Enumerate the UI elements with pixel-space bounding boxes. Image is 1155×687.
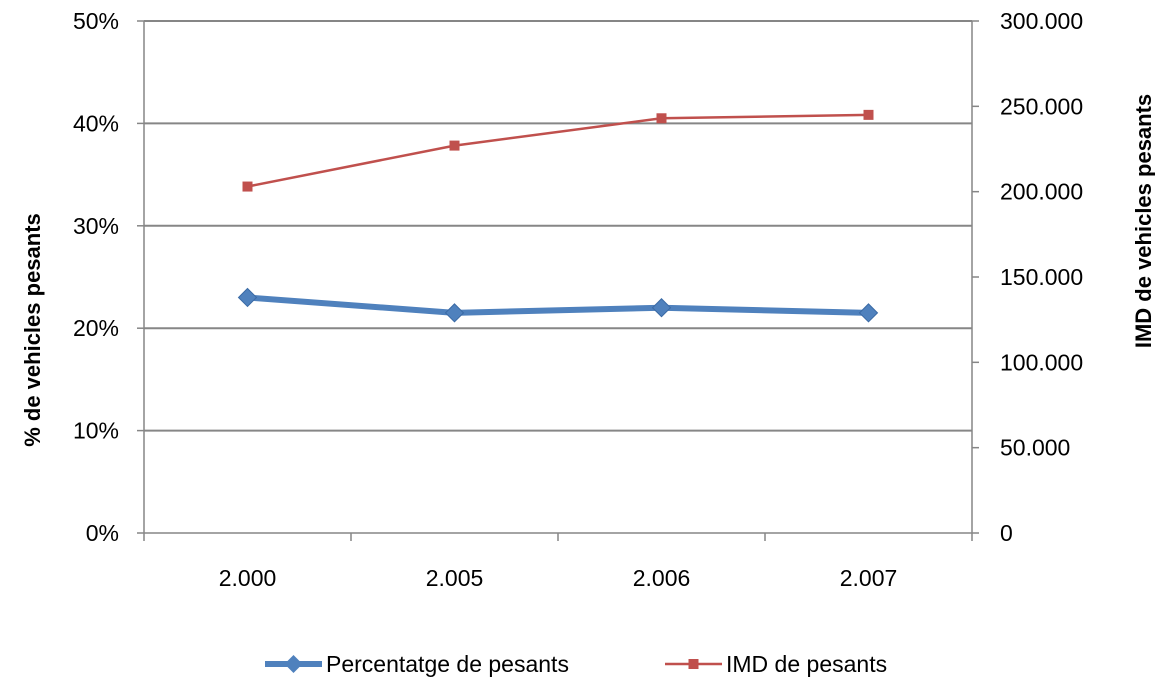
tick-labels: 0% 10% 20% 30% 40% 50% 0 50.000 100.000 150.000 20… <box>73 8 1083 591</box>
right-tick-label: 300.000 <box>1000 8 1083 34</box>
data-point-marker <box>656 113 667 124</box>
right-tick-label: 0 <box>1000 520 1013 546</box>
gridlines <box>144 20 972 432</box>
data-point-marker <box>651 298 672 318</box>
legend-label-2: IMD de pesants <box>726 651 887 677</box>
right-tick-label: 250.000 <box>1000 93 1083 119</box>
legend: Percentatge de pesants IMD de pesants <box>265 651 887 677</box>
right-tick-label: 150.000 <box>1000 264 1083 290</box>
x-tick-label: 2.005 <box>426 565 484 591</box>
x-tick-label: 2.006 <box>633 565 691 591</box>
series <box>237 109 879 323</box>
right-tick-label: 100.000 <box>1000 349 1083 375</box>
x-tick-label: 2.007 <box>840 565 898 591</box>
data-point-marker <box>858 303 879 323</box>
right-axis-title: IMD de vehicles pesants <box>1131 94 1155 348</box>
right-tick-label: 50.000 <box>1000 435 1070 461</box>
left-tick-label: 10% <box>73 418 119 444</box>
data-point-marker <box>444 303 465 323</box>
data-point-marker <box>237 287 258 308</box>
left-tick-label: 30% <box>73 213 119 239</box>
data-point-marker <box>863 109 874 120</box>
left-tick-label: 40% <box>73 110 119 136</box>
legend-label-1: Percentatge de pesants <box>326 651 569 677</box>
legend-marker-2 <box>688 659 699 669</box>
series-line-1 <box>247 294 869 316</box>
axes <box>137 20 979 541</box>
legend-marker-1 <box>284 655 303 673</box>
left-tick-label: 20% <box>73 315 119 341</box>
right-tick-label: 200.000 <box>1000 179 1083 205</box>
left-axis-title: % de vehicles pesants <box>20 213 45 447</box>
x-tick-label: 2.000 <box>219 565 277 591</box>
left-tick-label: 50% <box>73 8 119 34</box>
series-line-2 <box>247 113 869 188</box>
left-tick-label: 0% <box>86 520 119 546</box>
data-point-marker <box>242 181 253 192</box>
data-point-marker <box>449 140 460 151</box>
